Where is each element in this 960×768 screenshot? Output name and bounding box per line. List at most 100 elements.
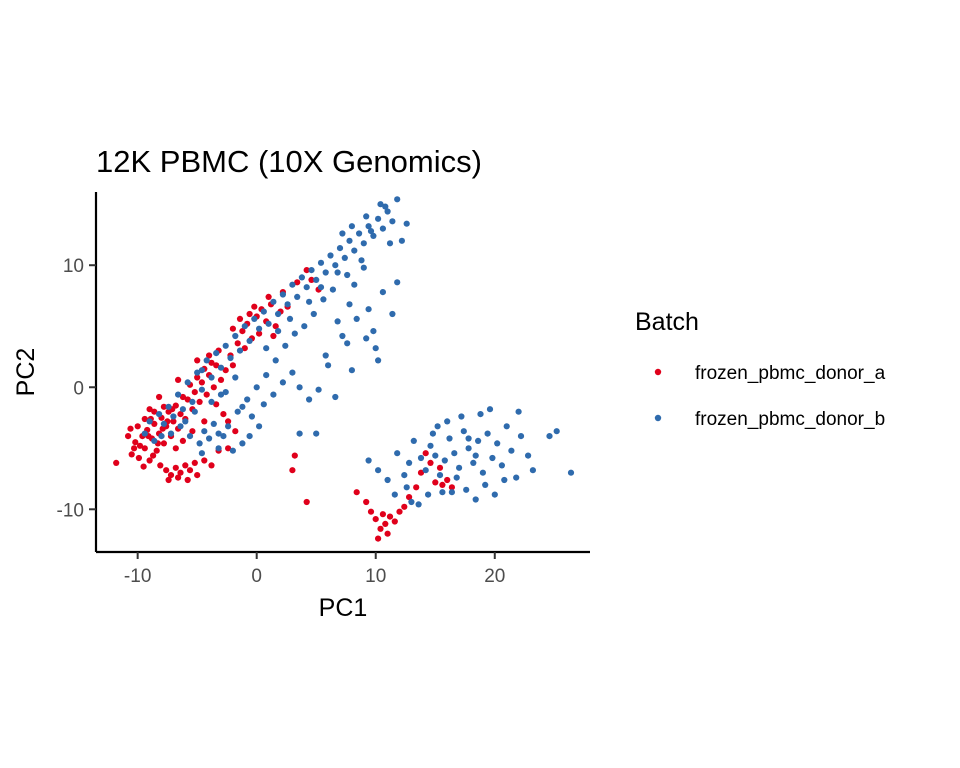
point-donor-a — [206, 352, 213, 359]
point-donor-b — [406, 459, 413, 466]
point-donor-b — [391, 491, 398, 498]
point-donor-a — [256, 330, 263, 337]
point-donor-b — [217, 391, 225, 398]
x-tick-label: -10 — [124, 566, 151, 587]
point-donor-b — [460, 428, 467, 435]
point-donor-a — [203, 391, 210, 398]
point-donor-a — [191, 459, 198, 466]
point-donor-b — [372, 345, 379, 352]
point-donor-b — [446, 435, 453, 442]
point-donor-b — [208, 398, 215, 405]
point-donor-b — [363, 213, 370, 220]
x-axis-ticks: -10 0 10 20 — [124, 552, 505, 587]
point-donor-a — [127, 425, 134, 432]
point-donor-a — [170, 418, 177, 425]
point-donor-b — [422, 467, 429, 474]
point-donor-a — [208, 462, 215, 469]
x-axis-title: PC1 — [319, 594, 368, 622]
point-donor-b — [394, 279, 401, 286]
legend-key-donor-b — [654, 414, 662, 422]
point-donor-a — [131, 445, 138, 452]
point-donor-b — [210, 420, 217, 427]
point-donor-b — [186, 433, 194, 440]
point-donor-b — [379, 289, 386, 296]
point-donor-b — [336, 245, 344, 252]
point-donor-b — [308, 267, 315, 274]
point-donor-a — [141, 445, 148, 452]
point-donor-b — [229, 447, 236, 454]
point-donor-b — [198, 386, 205, 393]
point-donor-b — [329, 286, 336, 293]
point-donor-a — [422, 450, 429, 457]
point-donor-b — [465, 445, 472, 452]
point-donor-b — [320, 296, 327, 303]
point-donor-b — [246, 337, 253, 344]
point-donor-b — [567, 469, 575, 476]
point-donor-b — [494, 440, 501, 447]
point-donor-b — [284, 301, 291, 308]
point-donor-b — [384, 476, 391, 484]
point-donor-a — [234, 340, 241, 347]
point-donor-a — [135, 454, 142, 462]
point-donor-a — [444, 476, 451, 484]
point-donor-b — [332, 262, 339, 269]
point-donor-b — [179, 406, 186, 413]
point-donor-b — [239, 403, 246, 410]
point-donor-b — [517, 433, 525, 440]
x-tick-label: 10 — [365, 566, 386, 587]
point-donor-b — [332, 393, 339, 401]
point-donor-a — [150, 452, 157, 459]
point-donor-b — [515, 408, 522, 415]
point-donor-b — [489, 454, 496, 462]
point-donor-a — [272, 323, 279, 330]
point-donor-b — [270, 298, 277, 305]
point-donor-b — [289, 369, 296, 376]
point-donor-a — [160, 440, 167, 447]
point-donor-b — [213, 350, 220, 357]
point-donor-b — [398, 237, 405, 244]
point-donor-a — [175, 474, 182, 481]
point-donor-b — [403, 220, 410, 227]
point-donor-b — [472, 452, 479, 459]
point-donor-b — [346, 237, 353, 244]
point-donor-b — [360, 240, 367, 247]
point-donor-a — [194, 374, 201, 381]
point-donor-a — [151, 420, 158, 427]
point-donor-a — [222, 367, 229, 374]
point-donor-b — [198, 450, 205, 457]
point-donor-b — [444, 418, 451, 425]
point-donor-b — [232, 374, 239, 381]
point-donor-b — [410, 437, 417, 444]
point-donor-a — [201, 457, 208, 464]
point-donor-b — [353, 315, 360, 322]
point-donor-b — [344, 340, 351, 347]
y-tick-label: 0 — [73, 378, 84, 399]
point-donor-b — [146, 418, 153, 425]
point-donor-b — [334, 318, 341, 325]
point-donor-a — [377, 525, 384, 532]
point-donor-b — [486, 406, 494, 413]
point-donor-a — [363, 498, 370, 506]
legend-key-donor-a — [654, 368, 662, 376]
point-donor-a — [294, 279, 301, 286]
point-donor-b — [201, 428, 208, 435]
legend-title: Batch — [635, 308, 699, 336]
point-donor-b — [379, 225, 386, 232]
point-donor-b — [203, 357, 210, 364]
point-donor-a — [201, 418, 208, 425]
point-donor-a — [220, 411, 227, 418]
point-donor-a — [217, 376, 225, 383]
point-donor-b — [253, 384, 260, 391]
point-donor-b — [403, 484, 410, 491]
point-donor-b — [317, 284, 325, 291]
point-donor-b — [239, 440, 246, 447]
point-donor-b — [260, 308, 267, 315]
point-donor-b — [265, 320, 272, 327]
point-donor-b — [296, 384, 303, 391]
point-donor-b — [401, 472, 408, 479]
point-donor-a — [172, 445, 179, 452]
point-donor-b — [279, 291, 286, 298]
point-donor-b — [263, 372, 270, 379]
point-donor-b — [215, 445, 222, 452]
